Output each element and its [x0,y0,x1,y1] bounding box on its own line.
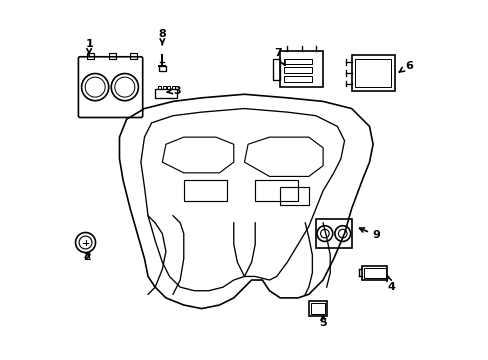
Text: 1: 1 [85,39,93,55]
Text: 5: 5 [319,315,326,328]
Text: 3: 3 [167,86,180,96]
Bar [351,55,394,91]
Bar [272,59,280,80]
Bar [108,53,116,59]
Bar [283,67,312,73]
Bar [167,86,170,89]
Bar [310,303,324,314]
Bar [172,86,175,89]
Bar [280,51,323,87]
Text: 9: 9 [359,228,380,240]
Text: 7: 7 [274,48,285,65]
Text: 6: 6 [399,61,412,72]
Bar [255,180,298,202]
Bar [155,89,176,98]
Bar [283,76,312,82]
Bar [280,187,308,205]
Bar [364,267,385,278]
Bar [87,53,94,59]
Bar [315,219,351,248]
Bar [159,66,165,71]
Bar [183,180,226,202]
Text: 8: 8 [158,28,166,44]
Bar [130,53,137,59]
Bar [362,266,386,280]
Bar [163,86,165,89]
Text: 4: 4 [386,276,394,292]
Text: 2: 2 [83,252,91,262]
Bar [308,301,326,316]
Bar [158,86,161,89]
Bar [354,59,390,87]
Bar [283,59,312,64]
